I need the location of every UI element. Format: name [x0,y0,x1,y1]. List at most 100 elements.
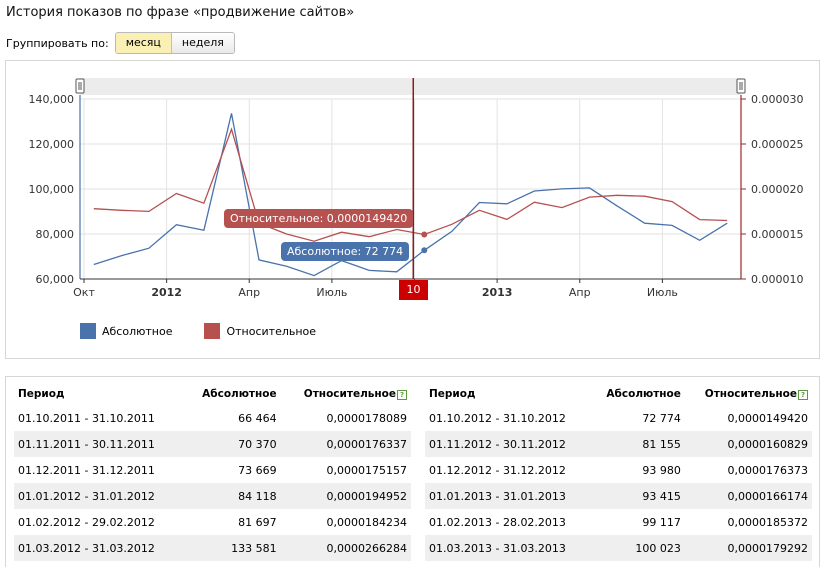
group-by-label: Группировать по: [6,36,109,50]
table-row: 01.01.2012 - 31.01.2012 84 118 0,000019495… [14,483,411,509]
left-axis-tick: 120,000 [29,138,75,151]
cell-relative: 0,0000149420 [727,411,808,425]
cell-period: 01.01.2012 - 31.01.2012 [14,483,184,509]
legend-label-absolute: Абсолютное [102,324,173,338]
col-relative-label: Относительное [303,388,396,400]
left-axis-tick: 60,000 [36,273,75,286]
cell-period: 01.11.2012 - 30.11.2012 [425,431,591,457]
cell-period: 01.10.2012 - 31.10.2012 [429,411,566,425]
cursor-point-absolute [421,247,428,254]
cell-absolute: 99 117 [642,515,681,529]
cell-period: 01.10.2011 - 31.10.2011 [18,411,155,425]
table-row: 01.11.2012 - 30.11.2012 81 155 0,000016082… [425,431,812,457]
cell-relative: 0,0000179292 [684,535,812,561]
cell-period: 01.03.2012 - 31.03.2012 [14,535,184,561]
group-week-button[interactable]: неделя [171,33,234,53]
cell-relative: 0,0000175157 [326,463,407,477]
tooltip-relative: Относительное: 0,0000149420 [224,209,414,228]
cell-absolute: 100 023 [590,535,685,561]
x-axis-tick: Июль [316,286,347,299]
cell-absolute: 133 581 [183,535,281,561]
x-axis-tick: Июль [647,286,678,299]
cell-absolute: 81 155 [590,431,685,457]
cell-relative: 0,0000166174 [684,483,812,509]
cell-period: 01.12.2011 - 31.12.2011 [18,463,155,477]
cell-absolute: 70 370 [183,431,281,457]
left-axis-tick: 100,000 [29,183,75,196]
x-axis-tick: Окт [73,286,95,299]
col-absolute: Абсолютное [606,388,681,400]
table-row: 01.12.2012 - 31.12.2012 93 980 0,000017637… [425,457,812,483]
legend-swatch-relative [204,323,221,339]
col-relative: Относительное? [685,383,812,405]
cell-period: 01.12.2012 - 31.12.2012 [429,463,566,477]
col-period: Период [429,388,476,400]
x-axis-tick: Апр [569,286,591,299]
cursor-marker[interactable]: 10 [399,280,428,300]
table-row: 01.01.2013 - 31.01.2013 93 415 0,000016617… [425,483,812,509]
cell-relative: 0,0000266284 [280,535,411,561]
cell-relative: 0,0000194952 [280,483,411,509]
range-handle-left[interactable] [75,78,85,94]
right-axis-tick: 0.000010 [751,273,804,286]
table-header-row: Период Абсолютное Относительное? [14,383,411,405]
x-axis-tick: Апр [238,286,260,299]
left-axis-tick: 80,000 [36,228,75,241]
stats-table-right: Период Абсолютное Относительное? 01.10.2… [425,383,812,561]
cell-absolute: 93 415 [590,483,685,509]
col-period: Период [18,388,65,400]
group-by-toggle: месяц неделя [114,32,235,54]
group-month-button[interactable]: месяц [115,33,172,53]
table-header-row: Период Абсолютное Относительное? [425,383,812,405]
cell-absolute: 84 118 [183,483,281,509]
table-row: 01.10.2012 - 31.10.2012 72 774 0,000014942… [425,405,812,431]
col-relative: Относительное? [281,383,411,405]
help-icon[interactable]: ? [798,390,808,400]
left-axis-tick: 140,000 [29,93,75,106]
range-selector-band [80,78,741,95]
cell-period: 01.02.2013 - 28.02.2013 [429,515,566,529]
legend-item-relative[interactable]: Относительное [204,323,316,339]
range-handle-right[interactable] [736,78,746,94]
cell-period: 01.02.2012 - 29.02.2012 [18,515,155,529]
table-row: 01.02.2012 - 29.02.2012 81 697 0,000018423… [14,509,411,535]
cursor-point-relative [421,231,428,238]
stats-table-left: Период Абсолютное Относительное? 01.10.2… [14,383,411,561]
table-row: 01.12.2011 - 31.12.2011 73 669 0,000017515… [14,457,411,483]
legend-label-relative: Относительное [226,324,317,338]
series-line-absolute [93,113,728,277]
page-title: История показов по фразе «продвижение са… [6,5,355,20]
cell-period: 01.03.2013 - 31.03.2013 [425,535,591,561]
table-row: 01.03.2012 - 31.03.2012 133 581 0,00002662… [14,535,411,561]
impressions-chart[interactable]: 60,000 80,000 100,000 120,000 140,000 0.00001… [6,61,819,358]
cell-relative: 0,0000184234 [326,515,407,529]
cell-absolute: 81 697 [238,515,277,529]
cell-absolute: 66 464 [238,411,277,425]
legend-item-absolute[interactable]: Абсолютное [80,323,172,339]
series-line-relative [93,127,728,242]
cell-period: 01.11.2011 - 30.11.2011 [14,431,184,457]
right-axis-tick: 0.000020 [751,183,804,196]
right-axis-tick: 0.000030 [751,93,804,106]
group-by-row: Группировать по: месяц неделя [6,32,235,54]
cell-relative: 0,0000178089 [326,411,407,425]
cell-relative: 0,0000160829 [684,431,812,457]
cell-relative: 0,0000176373 [727,463,808,477]
chart-panel: 60,000 80,000 100,000 120,000 140,000 0.00001… [5,60,820,359]
chart-legend: Абсолютное Относительное [80,323,348,339]
x-axis-tick: 2013 [482,286,513,299]
table-row: 01.02.2013 - 28.02.2013 99 117 0,000018537… [425,509,812,535]
cell-absolute: 72 774 [642,411,681,425]
cell-absolute: 93 980 [642,463,681,477]
right-axis-tick: 0.000025 [751,138,804,151]
col-relative-label: Относительное [704,388,797,400]
cell-relative: 0,0000185372 [727,515,808,529]
cell-absolute: 73 669 [238,463,277,477]
help-icon[interactable]: ? [397,390,407,400]
table-row: 01.11.2011 - 30.11.2011 70 370 0,000017633… [14,431,411,457]
table-row: 01.10.2011 - 31.10.2011 66 464 0,000017808… [14,405,411,431]
cell-relative: 0,0000176337 [280,431,411,457]
legend-swatch-absolute [80,323,96,339]
tooltip-absolute: Абсолютное: 72 774 [281,242,410,261]
col-absolute: Абсолютное [202,388,277,400]
